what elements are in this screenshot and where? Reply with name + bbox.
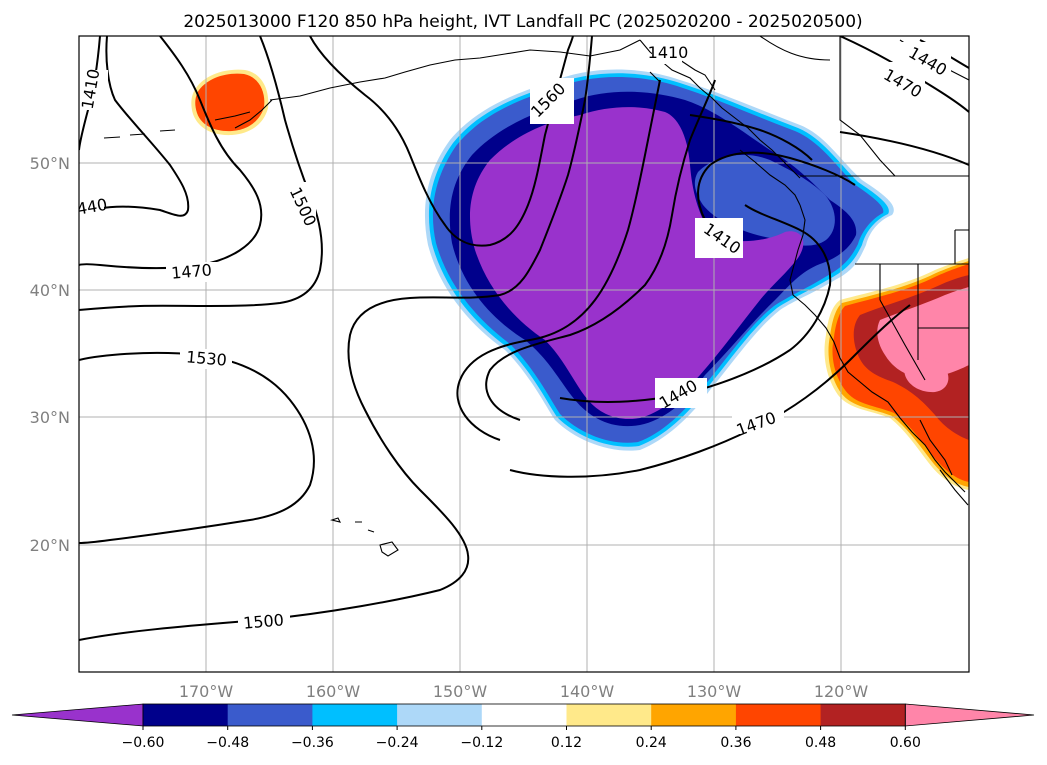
gridlines	[79, 36, 969, 672]
latitude-labels: 50°N 40°N 30°N 20°N	[30, 154, 70, 555]
shade-purple	[470, 107, 804, 420]
longitude-labels: 170°W 160°W 150°W 140°W 130°W 120°W	[179, 682, 869, 701]
colorbar-frame	[142, 703, 906, 727]
colorbar-extend-max	[904, 703, 1035, 727]
lat-label: 50°N	[30, 154, 70, 173]
colorbar-tick-label: −0.24	[376, 735, 419, 751]
map-frame	[78, 35, 970, 673]
lat-label: 20°N	[30, 536, 70, 555]
colorbar-tick-label: −0.36	[291, 735, 334, 751]
colorbar-segment	[312, 704, 398, 726]
colorbar-segment	[397, 704, 483, 726]
colorbar-tick-label: 0.60	[890, 735, 921, 751]
colorbar-segment	[481, 704, 567, 726]
lon-label: 170°W	[179, 682, 234, 701]
positive-shading-sw	[824, 258, 969, 490]
lon-label: 120°W	[814, 682, 869, 701]
colorbar-segment	[227, 704, 313, 726]
colorbar-tick-label: −0.48	[206, 735, 249, 751]
contour-label: 1410	[648, 43, 689, 62]
lon-label: 150°W	[433, 682, 488, 701]
lat-label: 40°N	[30, 281, 70, 300]
contour-label-bg	[79, 42, 951, 632]
colorbar-tick-label: −0.60	[122, 735, 165, 751]
lat-label: 30°N	[30, 408, 70, 427]
colorbar-extend-min	[11, 703, 144, 727]
lon-label: 130°W	[687, 682, 742, 701]
colorbar-segment	[651, 704, 737, 726]
colorbar-tick-label: −0.12	[460, 735, 503, 751]
colorbar-tick-label: 0.48	[805, 735, 836, 751]
colorbar: −0.60 −0.48 −0.36 −0.24 −0.12 0.12 0.24 0.36 0.4…	[11, 703, 1035, 751]
colorbar-segment	[735, 704, 822, 726]
colorbar-tick-label: 0.12	[551, 735, 582, 751]
plot-title: 2025013000 F120 850 hPa height, IVT Land…	[183, 12, 862, 32]
lon-label: 160°W	[306, 682, 361, 701]
contour-label: 1500	[242, 610, 284, 632]
colorbar-segment	[143, 704, 229, 726]
lon-label: 140°W	[560, 682, 615, 701]
contour-label: 1470	[170, 260, 212, 282]
colorbar-tick-label: 0.36	[720, 735, 751, 751]
positive-shading-nw	[191, 69, 269, 136]
contour-label: 1530	[185, 347, 227, 369]
map-content: 1410 1440 1470 1500 1530 1500 1560 1410 …	[79, 36, 969, 672]
colorbar-segment	[820, 704, 906, 726]
colorbar-tick-label: 0.24	[636, 735, 667, 751]
colorbar-segment	[566, 704, 652, 726]
